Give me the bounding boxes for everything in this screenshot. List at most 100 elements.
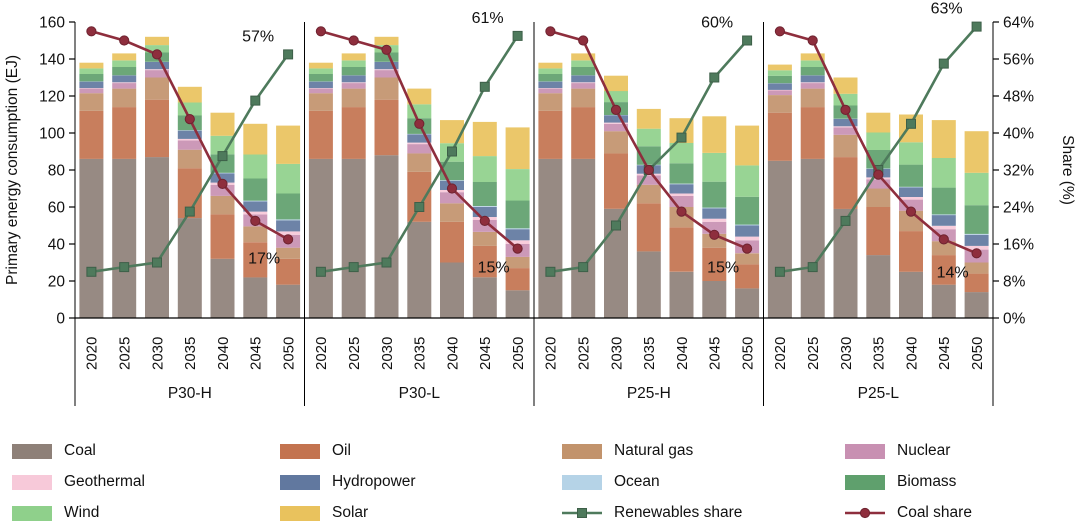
bar-segment-coal bbox=[308, 158, 333, 318]
bar-segment-oil bbox=[735, 264, 760, 289]
legend-item-natural-gas: Natural gas bbox=[562, 439, 845, 463]
bar-segment-coal bbox=[833, 208, 858, 318]
bar-segment-oil bbox=[341, 107, 366, 159]
year-label: 2030 bbox=[838, 337, 855, 370]
bar-segment-natural-gas bbox=[538, 93, 563, 111]
coal-share-marker-icon bbox=[840, 104, 851, 116]
right-tick-label: 32% bbox=[1003, 162, 1034, 179]
coal-share-marker-icon bbox=[348, 35, 359, 46]
bar-segment-oil bbox=[931, 255, 956, 285]
coal-share-marker-icon bbox=[250, 215, 261, 226]
renewables-share-marker-icon bbox=[119, 262, 130, 273]
coal-share-marker-icon bbox=[184, 114, 195, 125]
coal-share-marker-icon bbox=[315, 26, 326, 37]
coal-share-marker-icon bbox=[774, 26, 786, 37]
legend-label-ocean: Ocean bbox=[614, 473, 660, 490]
bar-segment-oil bbox=[899, 231, 923, 272]
bar-segment-coal bbox=[866, 255, 891, 318]
bar-segment-biomass bbox=[767, 75, 792, 84]
coal-share-marker-icon bbox=[446, 183, 458, 194]
bar-segment-coal bbox=[636, 251, 661, 318]
renewables-share-marker-icon bbox=[414, 202, 425, 212]
bar-segment-solar bbox=[276, 125, 301, 164]
legend-label-natural-gas: Natural gas bbox=[614, 442, 694, 459]
bar-segment-nuclear bbox=[538, 88, 563, 94]
bar-segment-solar bbox=[767, 64, 792, 71]
renewables-share-marker-icon bbox=[906, 118, 916, 129]
bar-segment-nuclear bbox=[833, 127, 858, 135]
bar-segment-natural-gas bbox=[800, 88, 825, 108]
bar-segment-hydropower bbox=[407, 134, 432, 143]
year-label: 2035 bbox=[182, 337, 199, 370]
bar-segment-wind bbox=[276, 163, 301, 194]
left-tick-label: 100 bbox=[39, 125, 65, 142]
bar-segment-hydropower bbox=[145, 62, 169, 70]
coal-share-legend-icon bbox=[845, 507, 885, 519]
bar-segment-coal bbox=[767, 160, 792, 319]
bar-segment-biomass bbox=[243, 178, 268, 201]
renewables-share-marker-icon bbox=[774, 266, 785, 277]
bar-segment-natural-gas bbox=[931, 241, 956, 256]
bar-segment-geothermal bbox=[243, 211, 268, 215]
bar-segment-wind bbox=[505, 169, 530, 201]
bar-segment-coal bbox=[243, 277, 268, 318]
bar-segment-natural-gas bbox=[276, 247, 301, 259]
bar-segment-biomass bbox=[571, 67, 596, 76]
bar-segment-oil bbox=[112, 107, 137, 159]
legend-label-nuclear: Nuclear bbox=[897, 442, 951, 459]
bar-segment-nuclear bbox=[112, 83, 137, 89]
year-label: 2020 bbox=[772, 337, 789, 370]
bar-segment-hydropower bbox=[964, 234, 989, 246]
renewables-share-marker-icon bbox=[250, 95, 261, 106]
bar-segment-nuclear bbox=[899, 199, 923, 211]
coal-share-annotation: 15% bbox=[478, 260, 510, 277]
year-label: 2025 bbox=[805, 337, 822, 370]
bar-segment-biomass bbox=[79, 74, 104, 82]
bar-segment-oil bbox=[964, 273, 989, 293]
bar-segment-wind bbox=[571, 60, 596, 67]
bar-segment-ocean bbox=[735, 224, 760, 226]
bar-segment-biomass bbox=[308, 74, 333, 82]
bar-segment-hydropower bbox=[899, 187, 923, 197]
bar-segment-biomass bbox=[669, 163, 694, 184]
bar-segment-geothermal bbox=[767, 89, 792, 91]
year-label: 2035 bbox=[871, 337, 888, 370]
bar-segment-natural-gas bbox=[374, 77, 399, 100]
bar-segment-solar bbox=[374, 36, 399, 46]
legend-swatch-coal bbox=[12, 443, 52, 459]
renewables-share-marker-icon bbox=[283, 49, 294, 60]
legend-item-oil: Oil bbox=[280, 439, 562, 463]
bar-segment-coal bbox=[735, 288, 760, 318]
coal-share-marker-icon bbox=[86, 26, 97, 37]
legend-label-coal: Coal bbox=[64, 442, 96, 459]
bar-segment-natural-gas bbox=[440, 203, 464, 222]
legend-item-nuclear: Nuclear bbox=[845, 439, 1080, 463]
bar-segment-hydropower bbox=[505, 229, 530, 241]
left-tick-label: 40 bbox=[48, 236, 66, 253]
bar-segment-hydropower bbox=[374, 62, 399, 70]
bar-segment-solar bbox=[243, 123, 268, 155]
year-label: 2045 bbox=[707, 337, 724, 370]
bar-segment-wind bbox=[636, 128, 661, 147]
bar-segment-oil bbox=[374, 99, 399, 156]
bar-segment-wind bbox=[341, 60, 366, 67]
bar-segment-wind bbox=[145, 45, 169, 53]
bar-segment-wind bbox=[243, 154, 268, 179]
bar-segment-natural-gas bbox=[669, 207, 694, 228]
bar-segment-ocean bbox=[702, 207, 727, 209]
bar-segment-oil bbox=[538, 110, 563, 159]
bar-segment-oil bbox=[308, 110, 333, 159]
legend-item-biomass: Biomass bbox=[845, 470, 1080, 494]
year-label: 2045 bbox=[477, 337, 494, 370]
legend-item-wind: Wind bbox=[12, 501, 280, 525]
bar-segment-oil bbox=[636, 203, 661, 252]
scenario-label-p25-l: P25-L bbox=[858, 385, 900, 402]
bar-segment-nuclear bbox=[308, 88, 333, 94]
bar-segment-coal bbox=[931, 284, 956, 318]
coal-share-annotation: 15% bbox=[707, 260, 739, 277]
left-tick-label: 0 bbox=[56, 310, 65, 327]
bar-segment-natural-gas bbox=[79, 93, 104, 111]
right-tick-label: 48% bbox=[1003, 88, 1034, 105]
renewables-share-marker-icon bbox=[512, 30, 523, 41]
bar-segment-hydropower bbox=[571, 75, 596, 83]
